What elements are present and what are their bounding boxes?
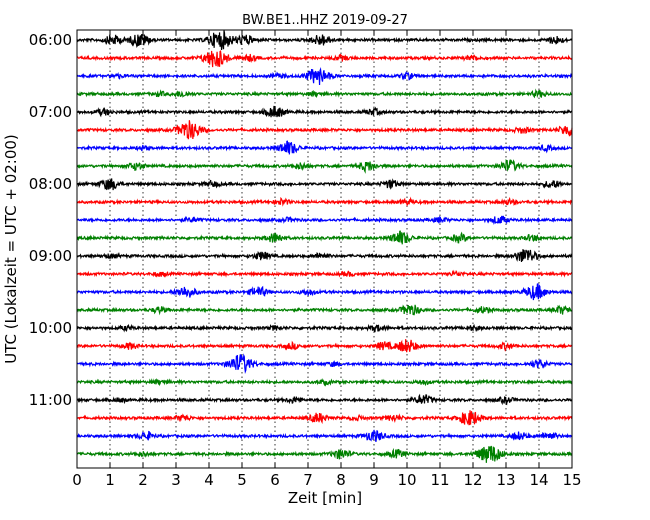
seismogram-trace [76, 158, 573, 174]
seismogram-trace [76, 378, 573, 387]
y-tick-label: 07:00 [29, 103, 72, 121]
x-tick-label: 11 [430, 471, 449, 489]
seismogram-trace [76, 88, 573, 99]
x-tick-label: 0 [72, 471, 82, 489]
seismogram-trace [76, 353, 573, 375]
seismogram-traces [76, 30, 573, 463]
y-tick-label: 09:00 [29, 247, 72, 265]
chart-title: BW.BE1..HHZ 2019-09-27 [242, 13, 408, 28]
y-axis-label: UTC (Lokalzeit = UTC + 02:00) [2, 134, 20, 364]
plot-frame [76, 29, 573, 469]
seismogram-trace [76, 230, 573, 245]
x-tick-label: 4 [204, 471, 214, 489]
x-tick-label: 12 [463, 471, 482, 489]
y-tick-label: 11:00 [29, 391, 72, 409]
seismogram-trace [76, 50, 573, 68]
seismogram-trace [76, 410, 573, 426]
seismogram-trace [76, 269, 573, 279]
x-tick-label: 15 [562, 471, 581, 489]
seismogram-trace [76, 445, 573, 463]
x-tick-label: 7 [303, 471, 313, 489]
x-tick-label: 1 [105, 471, 115, 489]
seismogram-trace [76, 249, 573, 263]
x-tick-label: 8 [336, 471, 346, 489]
vertical-grid [109, 30, 540, 468]
seismogram-trace [76, 196, 573, 207]
seismogram-trace [76, 429, 573, 442]
y-tick-label: 10:00 [29, 319, 72, 337]
seismogram-trace [76, 215, 573, 225]
y-tick-label: 08:00 [29, 175, 72, 193]
seismogram-trace [76, 105, 573, 118]
seismogram-trace [76, 66, 573, 86]
x-tick-label: 10 [397, 471, 416, 489]
y-axis-ticks: 06:00 07:00 08:00 09:00 10:00 11:00 [29, 31, 572, 409]
y-tick-label: 06:00 [29, 31, 72, 49]
x-axis-ticks: 0 1 2 3 4 5 6 7 8 9 10 11 12 13 14 15 [72, 30, 582, 489]
x-tick-label: 13 [496, 471, 515, 489]
seismogram-trace [76, 323, 573, 333]
seismogram-trace [76, 393, 573, 406]
seismogram-trace [76, 120, 573, 140]
x-tick-label: 5 [237, 471, 247, 489]
x-tick-label: 9 [369, 471, 379, 489]
seismogram-trace [76, 304, 573, 316]
seismogram-trace [76, 30, 573, 51]
x-tick-label: 6 [270, 471, 280, 489]
seismogram-trace [76, 178, 573, 191]
seismogram-trace [76, 283, 573, 301]
x-tick-label: 14 [529, 471, 548, 489]
seismogram-trace [76, 140, 573, 155]
x-tick-label: 2 [138, 471, 148, 489]
x-axis-label: Zeit [min] [288, 489, 362, 507]
seismogram-trace [76, 339, 573, 353]
x-tick-label: 3 [171, 471, 181, 489]
